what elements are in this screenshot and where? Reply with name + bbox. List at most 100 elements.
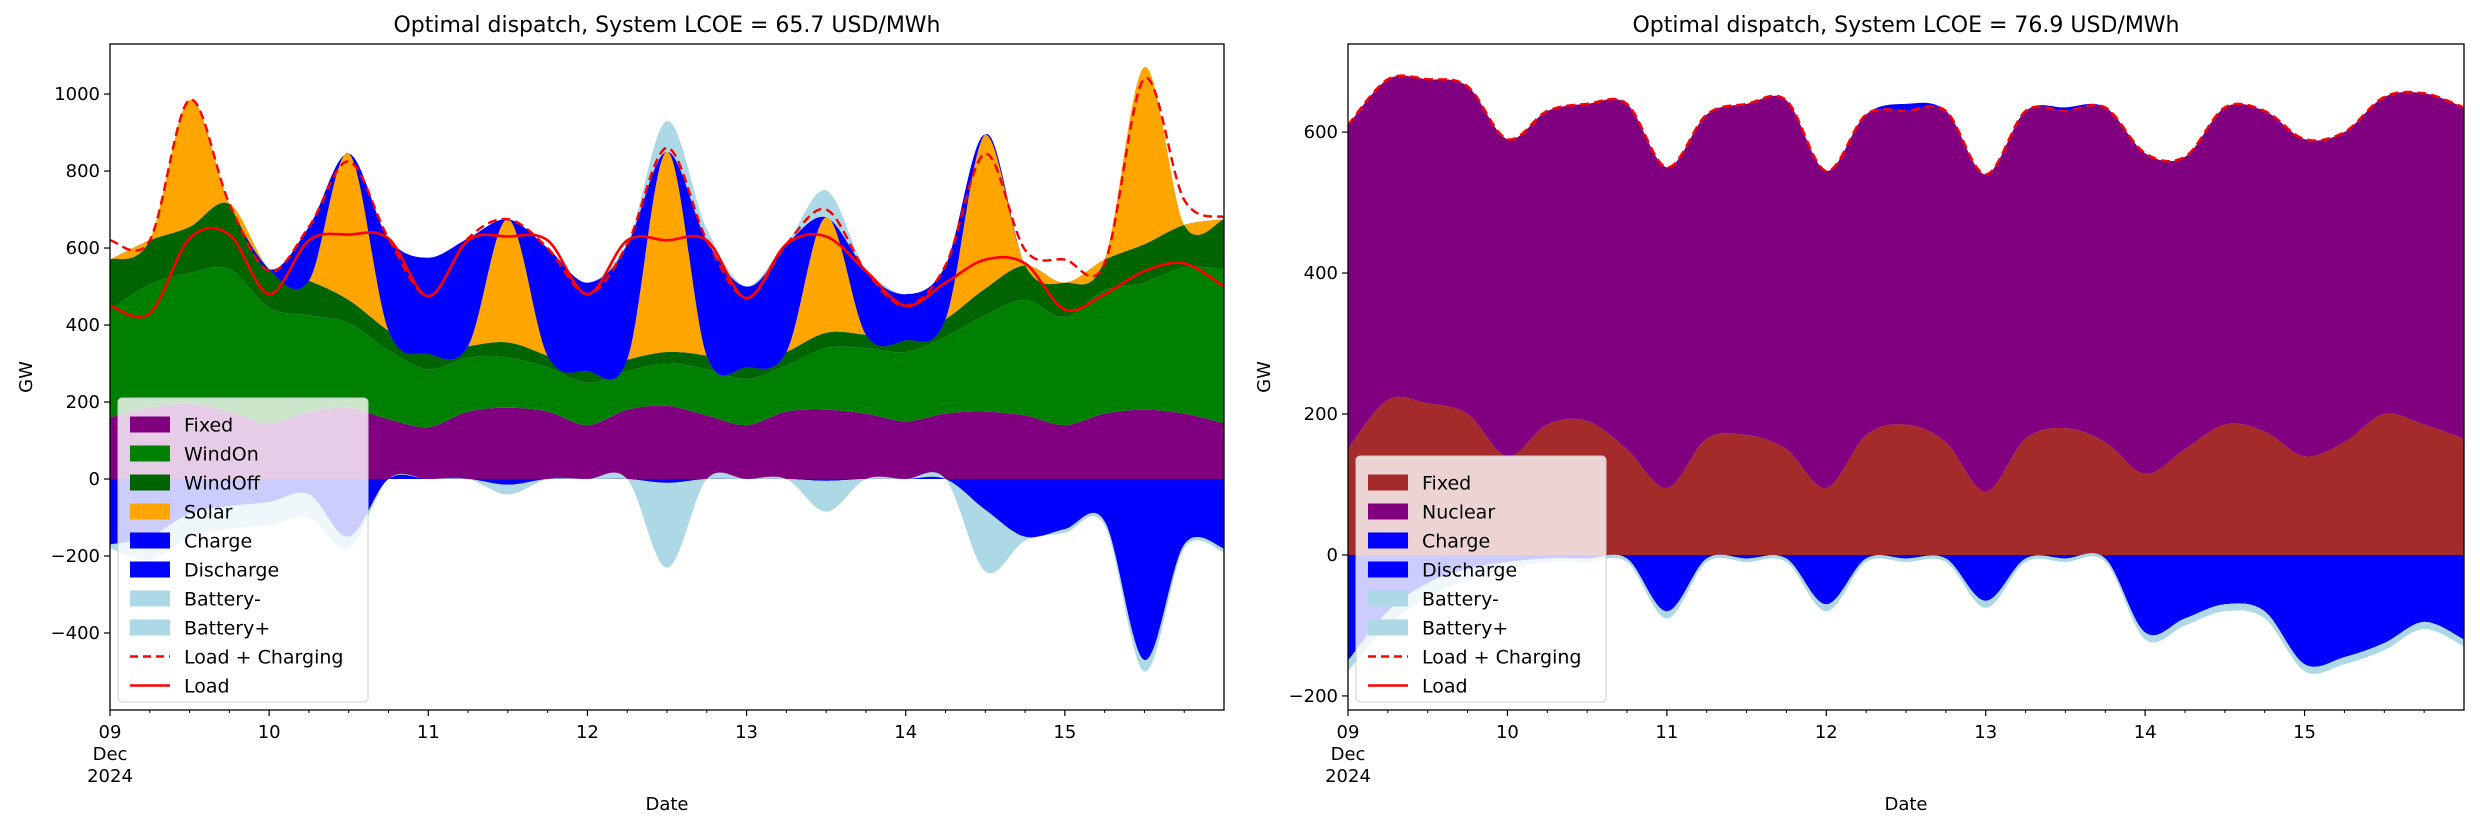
x-axis-label: Date	[645, 794, 688, 815]
x-tick-label: 09	[99, 722, 122, 743]
legend-item: Discharge	[130, 560, 279, 582]
legend-label: Load	[184, 676, 230, 698]
line-load	[110, 226, 1224, 319]
legend-item: Load + Charging	[1368, 647, 1581, 669]
y-tick-label: 400	[66, 315, 100, 336]
area-discharge	[110, 66, 1224, 380]
legend-item: Load + Charging	[130, 647, 343, 669]
legend-swatch	[1368, 619, 1408, 636]
x-tick-label: 12	[576, 722, 599, 743]
legend-item: Discharge	[1368, 560, 1517, 582]
x-tick-label: 14	[894, 722, 917, 743]
legend-item: Nuclear	[1368, 502, 1495, 524]
legend-item: Fixed	[130, 415, 233, 437]
legend-swatch	[130, 474, 170, 491]
legend-label: Load + Charging	[1422, 647, 1581, 669]
x-tick-label: 10	[258, 722, 281, 743]
x-tick-sublabel: Dec	[1331, 744, 1366, 765]
legend-swatch	[130, 561, 170, 578]
legend-label: Battery-	[1422, 589, 1499, 611]
area-windon	[110, 266, 1224, 428]
y-tick-label: 600	[66, 238, 100, 259]
x-axis-label: Date	[1884, 794, 1927, 815]
legend-label: WindOff	[184, 473, 261, 495]
legend-label: Discharge	[1422, 560, 1517, 582]
legend-label: Load	[1422, 676, 1468, 698]
legend: Fixed Nuclear Charge Discharge Battery- Batte…	[1355, 455, 1607, 703]
x-tick-label: 15	[2293, 722, 2316, 743]
chart-title: Optimal dispatch, System LCOE = 76.9 USD…	[1632, 13, 2179, 38]
x-tick-sublabel: 2024	[1325, 766, 1371, 787]
legend-swatch	[1368, 474, 1408, 491]
x-tick-label: 10	[1496, 722, 1519, 743]
y-tick-label: 0	[89, 469, 100, 490]
y-tick-label: 0	[1327, 545, 1338, 566]
x-tick-label: 13	[1974, 722, 1997, 743]
legend-item: Battery-	[130, 589, 261, 611]
legend-swatch	[130, 590, 170, 607]
x-tick-sublabel: 2024	[87, 766, 133, 787]
line-load-plus-charging	[1348, 74, 2464, 176]
plot-area	[110, 66, 1224, 672]
x-tick-label: 13	[735, 722, 758, 743]
legend-swatch	[1368, 561, 1408, 578]
legend-swatch	[130, 532, 170, 549]
y-tick-label: 200	[1304, 404, 1338, 425]
legend-item: WindOff	[130, 473, 261, 495]
legend-item: Load	[1368, 676, 1468, 698]
area-battery--negative	[1348, 552, 2464, 674]
x-tick-label: 12	[1815, 722, 1838, 743]
x-tick-label: 09	[1337, 722, 1360, 743]
legend: Fixed WindOn WindOff Solar Charge Discharge Ba…	[117, 397, 369, 703]
y-tick-label: 800	[66, 161, 100, 182]
legend-label: Fixed	[184, 415, 233, 437]
legend-label: Charge	[184, 531, 252, 553]
legend-label: WindOn	[184, 444, 259, 466]
legend-swatch	[1368, 532, 1408, 549]
legend-item: Fixed	[1368, 473, 1471, 495]
legend-label: Load + Charging	[184, 647, 343, 669]
legend-label: Solar	[184, 502, 233, 524]
legend-label: Discharge	[184, 560, 279, 582]
legend-label: Fixed	[1422, 473, 1471, 495]
legend-swatch	[130, 503, 170, 520]
legend-swatch	[1368, 590, 1408, 607]
legend-item: Charge	[130, 531, 252, 553]
area-battery--negative	[110, 472, 1224, 672]
area-solar	[110, 66, 1224, 380]
legend-item: Charge	[1368, 531, 1490, 553]
legend-swatch	[130, 416, 170, 433]
y-tick-label: 1000	[54, 84, 100, 105]
legend-item: WindOn	[130, 444, 259, 466]
legend-item: Battery+	[1368, 618, 1508, 640]
legend-swatch	[130, 619, 170, 636]
area-fixed	[110, 403, 1224, 479]
x-tick-label: 11	[1655, 722, 1678, 743]
x-tick-sublabel: Dec	[93, 744, 128, 765]
line-load-plus-charging	[110, 76, 1224, 307]
y-tick-label: −200	[1289, 686, 1338, 707]
legend-label: Battery+	[1422, 618, 1508, 640]
plot-area	[1348, 74, 2464, 674]
chart-title: Optimal dispatch, System LCOE = 65.7 USD…	[393, 13, 940, 38]
legend-label: Battery-	[184, 589, 261, 611]
legend-swatch	[1368, 503, 1408, 520]
y-tick-label: −400	[51, 623, 100, 644]
legend-label: Charge	[1422, 531, 1490, 553]
x-tick-label: 11	[417, 722, 440, 743]
y-tick-label: 200	[66, 392, 100, 413]
area-windoff	[110, 202, 1224, 383]
area-fixed	[1348, 396, 2464, 555]
area-nuclear	[1348, 75, 2464, 492]
legend-item: Battery-	[1368, 589, 1499, 611]
legend-item: Load	[130, 676, 230, 698]
legend-label: Nuclear	[1422, 502, 1495, 524]
legend-item: Battery+	[130, 618, 270, 640]
legend-label: Battery+	[184, 618, 270, 640]
area-charge-negative	[1348, 552, 2464, 667]
y-tick-label: 600	[1304, 122, 1338, 143]
legend-swatch	[130, 445, 170, 462]
